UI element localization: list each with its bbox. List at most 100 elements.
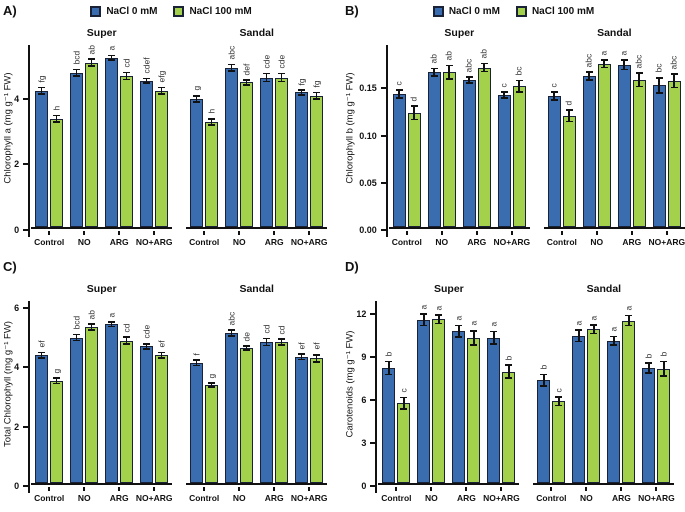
y-tick-mark bbox=[23, 229, 29, 231]
error-bar-cap bbox=[193, 359, 201, 361]
significance-letter: efg bbox=[156, 70, 167, 83]
facet-sandal: Sandal f g abc de cd cd ef ef Control NO ARG NO+ARG bbox=[186, 283, 328, 503]
error-bar-cap bbox=[465, 81, 473, 84]
y-tick-mark bbox=[23, 485, 29, 487]
error-bar-cap bbox=[645, 372, 653, 374]
x-category-label: Control bbox=[546, 237, 577, 247]
error-bar-cap bbox=[73, 74, 81, 77]
significance-letter: cde bbox=[261, 54, 272, 69]
bar bbox=[260, 77, 274, 227]
legend-label: NaCl 0 mM bbox=[106, 5, 158, 17]
error-bar bbox=[468, 76, 471, 84]
error-bar-cap bbox=[430, 75, 438, 77]
error-bar-cap bbox=[600, 59, 608, 61]
error-bar bbox=[628, 314, 630, 327]
significance-letter: a bbox=[418, 304, 429, 310]
legend-item: NaCl 100 mM bbox=[173, 5, 252, 17]
error-bar bbox=[403, 396, 405, 410]
significance-letter: a bbox=[453, 316, 464, 321]
error-bar bbox=[300, 353, 303, 361]
bar bbox=[417, 319, 431, 483]
error-bar-cap bbox=[38, 86, 46, 89]
bar bbox=[502, 371, 516, 483]
significance-letter: d bbox=[563, 100, 574, 106]
y-axis-label: Total Chlorophyll (mg g⁻¹ FW) bbox=[0, 283, 15, 503]
y-tick-label: 0.15 bbox=[359, 83, 377, 94]
y-tick-label: 2 bbox=[14, 159, 20, 170]
legend-item: NaCl 0 mM bbox=[90, 5, 158, 17]
x-axis-labels: Control NO ARG NO+ARG bbox=[31, 493, 172, 503]
error-bar bbox=[423, 313, 425, 327]
y-axis: 0 2 4 6 bbox=[14, 301, 31, 493]
error-bar bbox=[55, 377, 58, 385]
facets: Super b c a a a a a b Control NO ARG NO+ARG Sandal b c a… bbox=[378, 283, 675, 503]
x-category-label: Control bbox=[189, 237, 220, 247]
bar bbox=[487, 337, 501, 483]
error-bar-cap bbox=[385, 373, 393, 376]
y-axis-label-text: Chlorophyll b (mg g⁻¹ FW) bbox=[344, 72, 355, 184]
error-bar-cap bbox=[480, 62, 488, 65]
x-category-label: ARG bbox=[611, 493, 631, 503]
significance-letter: abc bbox=[668, 55, 679, 70]
significance-letter: fg bbox=[296, 77, 307, 85]
panel-label: D) bbox=[345, 259, 359, 274]
x-axis-labels: Control NO ARG NO+ARG bbox=[31, 237, 172, 247]
plot-area: Chlorophyll a (mg g⁻¹ FW) 0 2 4 Super fg h bcd a… bbox=[0, 27, 342, 247]
bar bbox=[50, 380, 64, 483]
error-bar-cap bbox=[500, 97, 508, 99]
significance-letter: bcd bbox=[71, 316, 82, 330]
bar bbox=[85, 327, 99, 483]
bar bbox=[140, 346, 154, 483]
significance-letter: a bbox=[598, 50, 609, 56]
error-bar bbox=[315, 91, 318, 100]
significance-letter: b bbox=[383, 352, 394, 357]
bar bbox=[310, 358, 324, 483]
x-category-label: NO bbox=[232, 493, 246, 503]
bar bbox=[50, 118, 64, 227]
error-bar-cap bbox=[158, 351, 166, 354]
bar-cluster: abc de bbox=[225, 301, 254, 491]
error-bar-cap bbox=[620, 68, 628, 71]
bars-area: c d ab ab abc ab c bc bbox=[388, 45, 530, 235]
y-axis-label: Chlorophyll a (mg g⁻¹ FW) bbox=[0, 27, 15, 247]
error-bar bbox=[673, 73, 676, 89]
error-bar-cap bbox=[625, 324, 633, 327]
x-axis-labels: Control NO ARG NO+ARG bbox=[533, 493, 674, 503]
error-bar bbox=[398, 89, 401, 99]
bar-cluster: a abc bbox=[617, 45, 646, 235]
error-bar-cap bbox=[435, 322, 443, 325]
error-bar bbox=[658, 76, 661, 94]
significance-letter: fg bbox=[311, 80, 322, 88]
error-bar-cap bbox=[193, 94, 201, 97]
x-category-label: Control bbox=[189, 493, 220, 503]
error-bar-cap bbox=[243, 79, 251, 81]
error-bar bbox=[90, 58, 93, 67]
significance-letter: h bbox=[51, 105, 62, 111]
error-bar-cap bbox=[73, 68, 81, 71]
bar bbox=[310, 95, 324, 227]
error-bar-cap bbox=[38, 93, 46, 95]
error-bar-cap bbox=[625, 314, 633, 317]
facet-title: Super bbox=[444, 27, 475, 39]
error-bar-cap bbox=[540, 373, 548, 376]
x-category-label: NO bbox=[590, 237, 604, 247]
error-bar-cap bbox=[38, 351, 46, 354]
error-bar bbox=[558, 396, 560, 407]
y-axis: 0 2 4 bbox=[14, 45, 31, 237]
error-bar bbox=[473, 329, 475, 346]
x-category-label: Control bbox=[536, 493, 567, 503]
error-bar-cap bbox=[480, 70, 488, 73]
error-bar-cap bbox=[660, 375, 668, 377]
bar bbox=[240, 347, 254, 483]
significance-letter: h bbox=[206, 109, 217, 114]
error-bar-cap bbox=[655, 76, 663, 79]
error-bar bbox=[210, 117, 213, 126]
legend-label: NaCl 0 mM bbox=[448, 5, 500, 17]
x-category-label: Control bbox=[34, 237, 65, 247]
significance-letter: c bbox=[498, 82, 509, 88]
